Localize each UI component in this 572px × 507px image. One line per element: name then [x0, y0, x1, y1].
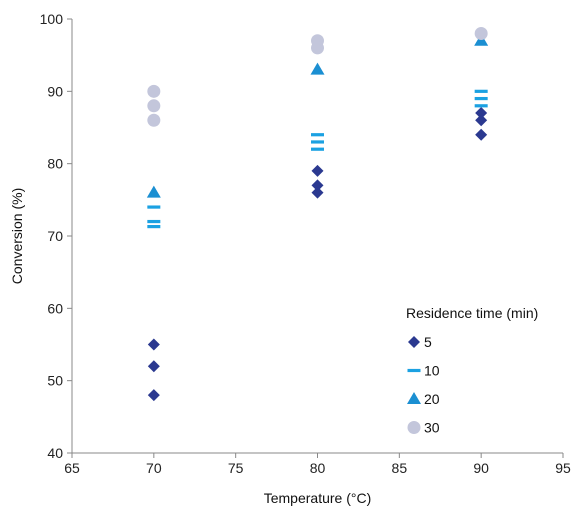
data-point-series-30: [147, 99, 161, 113]
data-point-series-5: [147, 360, 160, 373]
x-tick-label: 80: [310, 460, 326, 476]
data-point-series-10: [147, 205, 161, 209]
data-point-series-10: [147, 224, 161, 229]
data-point-series-5: [147, 338, 160, 351]
data-point-series-5: [475, 114, 488, 127]
data-point-series-30: [474, 26, 488, 40]
legend-marker-30: [407, 421, 421, 434]
legend-label-20: 20: [424, 391, 440, 407]
data-point-series-30: [147, 84, 161, 98]
data-point-series-10: [311, 133, 324, 137]
legend-label-30: 30: [424, 420, 440, 436]
data-point-series-20: [310, 62, 325, 75]
legend-marker-20: [407, 392, 421, 405]
data-point-series-10: [311, 140, 324, 144]
plot-points: [146, 26, 489, 402]
data-point-series-5: [311, 179, 324, 192]
x-tick-label: 95: [555, 460, 571, 476]
legend: Residence time (min) 5 10 20 30: [406, 305, 538, 436]
legend-marker-5: [408, 336, 420, 348]
legend-label-5: 5: [424, 334, 432, 350]
legend-marker-10: [407, 368, 421, 373]
axes: [71, 19, 563, 454]
data-point-series-10: [474, 104, 488, 108]
data-point-series-10: [474, 89, 488, 93]
legend-label-10: 10: [424, 363, 440, 379]
x-axis-title: Temperature (°C): [264, 490, 372, 506]
y-tick-label: 60: [47, 300, 63, 316]
data-point-series-5: [475, 128, 488, 141]
x-tick-label: 75: [228, 460, 244, 476]
legend-title: Residence time (min): [406, 305, 538, 321]
x-tick-label: 65: [64, 460, 80, 476]
data-point-series-30: [147, 113, 161, 127]
data-point-series-5: [475, 107, 488, 120]
data-point-series-10: [147, 219, 161, 224]
y-tick-label: 70: [47, 228, 63, 244]
y-tick-label: 100: [40, 11, 64, 27]
x-ticks: 65 70 75 80 85 90 95: [64, 453, 571, 476]
y-tick-label: 40: [47, 445, 63, 461]
y-tick-label: 50: [47, 373, 63, 389]
x-tick-label: 90: [473, 460, 489, 476]
data-point-series-20: [146, 185, 161, 198]
y-ticks: 40 50 60 70 80 90 100: [40, 11, 72, 461]
data-point-series-10: [311, 147, 324, 151]
data-point-series-10: [474, 96, 488, 101]
data-point-series-5: [147, 389, 160, 402]
y-tick-label: 90: [47, 83, 63, 99]
x-tick-label: 85: [392, 460, 408, 476]
y-tick-label: 80: [47, 156, 63, 172]
data-point-series-5: [311, 164, 324, 177]
data-point-series-30: [311, 41, 324, 55]
x-tick-label: 70: [146, 460, 162, 476]
y-axis-title: Conversion (%): [9, 188, 25, 284]
data-point-series-5: [311, 186, 324, 199]
